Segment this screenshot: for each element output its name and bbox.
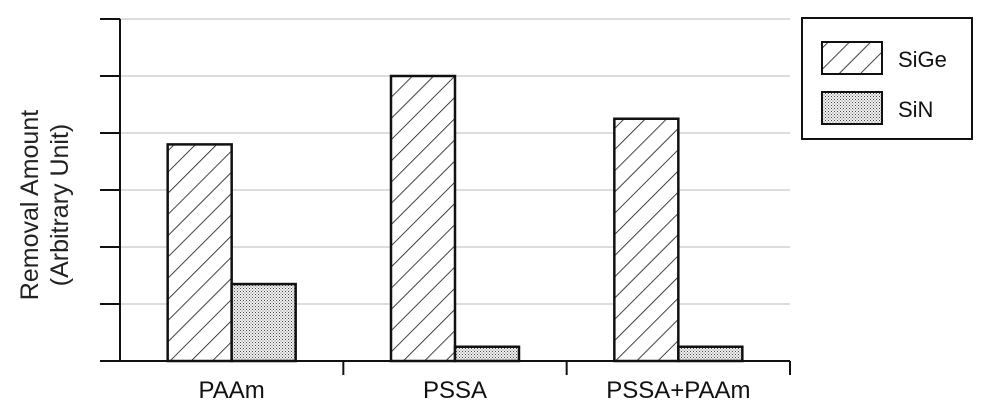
legend-swatch-sige [822,42,882,74]
bar-sin-paam [232,284,296,361]
bar-sin-pssa-paam [678,347,742,361]
y-axis-title-line2: (Arbitrary Unit) [46,124,74,287]
bar-sige-pssa-paam [614,119,678,361]
x-tick-label: PAAm [199,377,265,404]
x-tick-label: PSSA [423,377,487,404]
x-tick-label: PSSA+PAAm [606,377,750,404]
bar-sin-pssa [455,347,519,361]
legend: SiGe SiN [802,18,972,139]
legend-label-sin: SiN [898,97,933,122]
legend-swatch-sin [822,92,882,124]
legend-label-sige: SiGe [898,47,947,72]
y-axis-title-line1: Removal Amount [16,110,44,300]
x-tick-labels: PAAm PSSA PSSA+PAAm [199,377,751,404]
bar-sige-paam [168,144,232,361]
bar-sige-pssa [391,76,455,361]
bars [168,76,743,361]
